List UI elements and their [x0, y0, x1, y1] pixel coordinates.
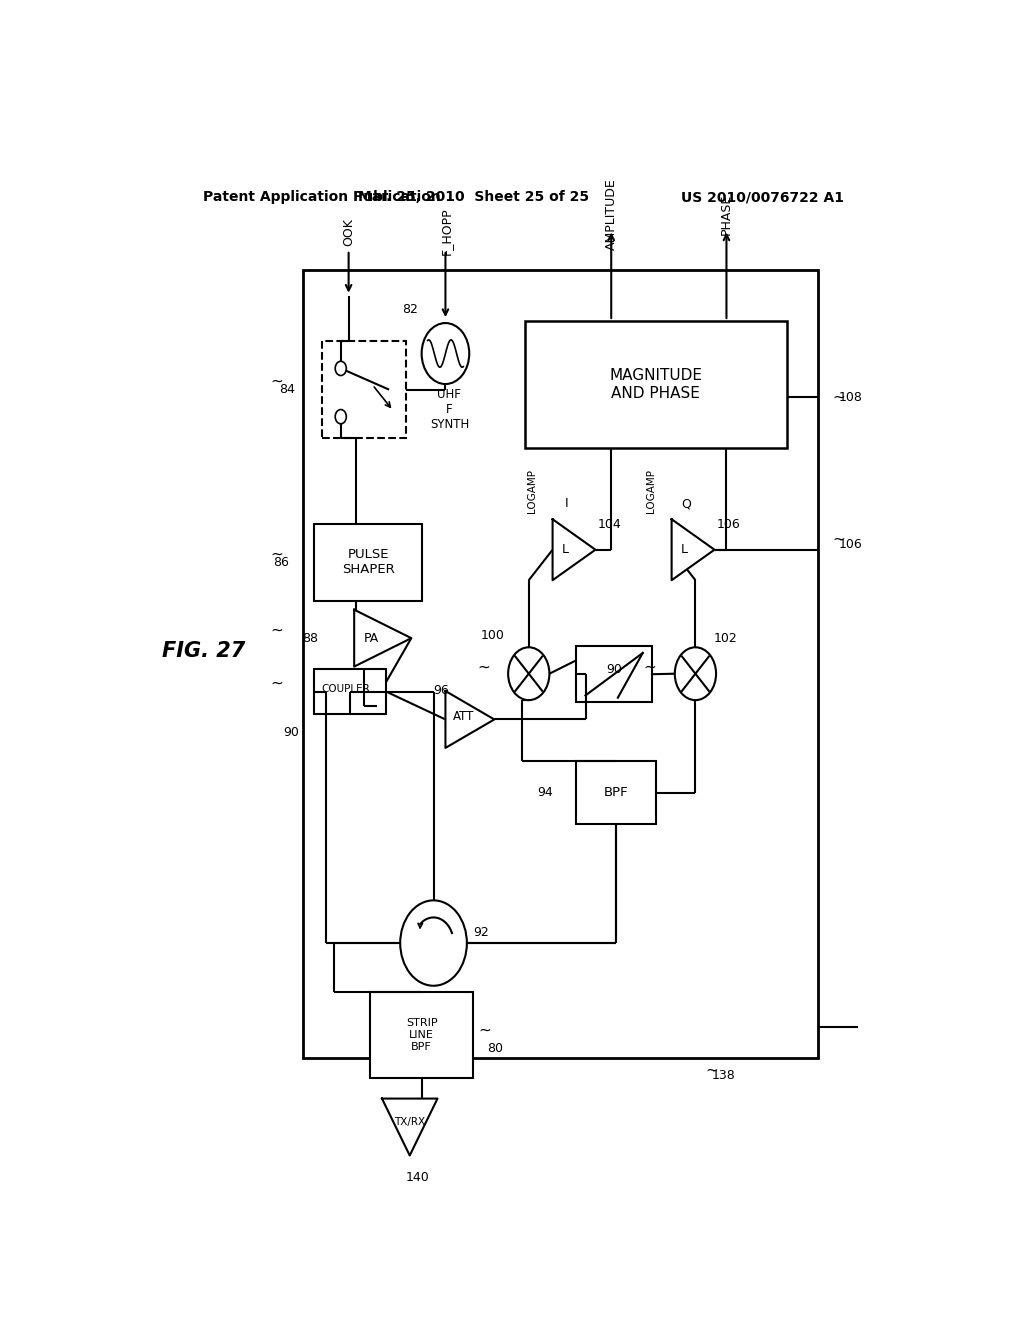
- Polygon shape: [445, 690, 495, 748]
- Polygon shape: [382, 1098, 437, 1155]
- Text: COUPLER: COUPLER: [322, 685, 371, 694]
- Text: Patent Application Publication: Patent Application Publication: [204, 190, 441, 205]
- Text: 106: 106: [717, 517, 740, 531]
- Circle shape: [508, 647, 550, 700]
- Text: 90: 90: [606, 663, 622, 676]
- Text: ~: ~: [270, 546, 284, 562]
- Bar: [323, 342, 406, 438]
- Text: 94: 94: [537, 787, 553, 799]
- Bar: [577, 647, 651, 702]
- Text: FIG. 27: FIG. 27: [162, 642, 245, 661]
- Text: 102: 102: [714, 632, 737, 644]
- Bar: [370, 991, 473, 1078]
- Text: ~: ~: [479, 1023, 492, 1038]
- Text: 108: 108: [839, 391, 862, 404]
- Text: PHASE: PHASE: [720, 194, 733, 235]
- Text: 106: 106: [839, 539, 862, 552]
- Text: 86: 86: [273, 556, 289, 569]
- Bar: [524, 321, 786, 447]
- Polygon shape: [354, 610, 412, 667]
- Bar: [314, 524, 422, 601]
- Text: PULSE
SHAPER: PULSE SHAPER: [342, 548, 394, 577]
- Text: ~: ~: [477, 659, 489, 675]
- Text: 84: 84: [279, 383, 295, 396]
- Text: I: I: [565, 498, 568, 511]
- Text: PA: PA: [364, 632, 379, 644]
- Text: STRIP
LINE
BPF: STRIP LINE BPF: [406, 1019, 437, 1052]
- Bar: [314, 669, 386, 714]
- Bar: [303, 271, 818, 1057]
- Text: Mar. 25, 2010  Sheet 25 of 25: Mar. 25, 2010 Sheet 25 of 25: [357, 190, 589, 205]
- Circle shape: [675, 647, 716, 700]
- Text: 104: 104: [598, 517, 622, 531]
- Text: LOGAMP: LOGAMP: [527, 469, 537, 512]
- Circle shape: [400, 900, 467, 986]
- Text: 138: 138: [712, 1069, 735, 1081]
- Bar: [577, 762, 655, 824]
- Text: L: L: [681, 544, 688, 556]
- Polygon shape: [553, 519, 595, 581]
- Text: OOK: OOK: [342, 218, 355, 246]
- Polygon shape: [672, 519, 715, 581]
- Text: ATT: ATT: [453, 710, 474, 723]
- Text: 90: 90: [283, 726, 299, 739]
- Circle shape: [422, 323, 469, 384]
- Text: ~: ~: [831, 389, 845, 405]
- Text: 92: 92: [473, 927, 489, 940]
- Text: UHF
F
SYNTH: UHF F SYNTH: [430, 388, 469, 430]
- Text: ~: ~: [705, 1063, 718, 1077]
- Text: AMPLITUDE: AMPLITUDE: [605, 178, 617, 251]
- Text: 100: 100: [481, 628, 505, 642]
- Text: TX/RX: TX/RX: [394, 1117, 425, 1127]
- Text: L: L: [562, 544, 569, 556]
- Circle shape: [335, 409, 346, 424]
- Text: LOGAMP: LOGAMP: [646, 469, 656, 512]
- Text: BPF: BPF: [604, 787, 629, 799]
- Text: ~: ~: [270, 676, 284, 690]
- Text: 140: 140: [406, 1171, 429, 1184]
- Text: MAGNITUDE
AND PHASE: MAGNITUDE AND PHASE: [609, 368, 702, 401]
- Text: ~: ~: [644, 659, 656, 675]
- Text: ~: ~: [831, 532, 845, 546]
- Text: 96: 96: [433, 685, 450, 697]
- Text: Q: Q: [681, 498, 691, 511]
- Text: 82: 82: [401, 304, 418, 317]
- Circle shape: [335, 362, 346, 375]
- Text: ~: ~: [270, 623, 284, 638]
- Text: 88: 88: [302, 632, 318, 644]
- Text: 80: 80: [487, 1041, 504, 1055]
- Text: US 2010/0076722 A1: US 2010/0076722 A1: [681, 190, 845, 205]
- Text: ~: ~: [270, 374, 284, 389]
- Text: F_HOPP: F_HOPP: [439, 207, 453, 255]
